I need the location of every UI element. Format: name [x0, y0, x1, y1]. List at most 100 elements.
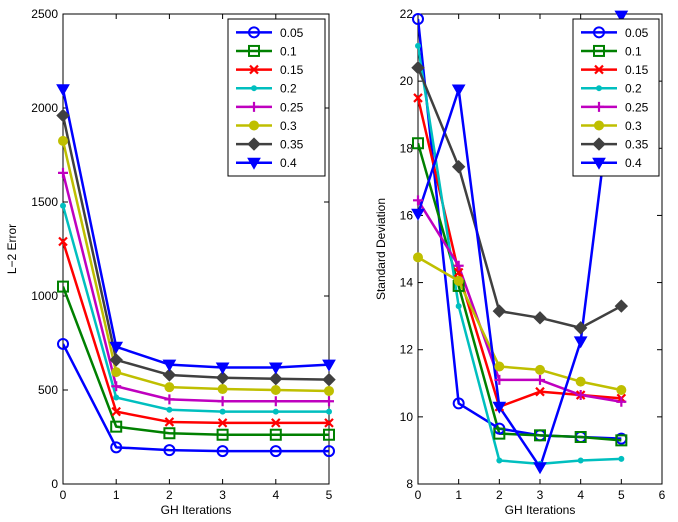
y-tick-label: 22: [400, 7, 414, 21]
data-point-0.3: [575, 376, 586, 387]
data-point-0.35: [411, 61, 425, 75]
data-point-0.35: [215, 371, 230, 385]
x-tick-label: 4: [272, 488, 279, 502]
legend-marker-0.2: [251, 85, 257, 92]
data-point-0.25: [324, 396, 334, 407]
data-point-0.35: [269, 372, 283, 386]
data-point-0.05: [452, 397, 465, 410]
data-point-0.05: [216, 445, 229, 458]
data-point-0.4: [268, 362, 283, 375]
legend-box: [572, 18, 660, 177]
data-point-0.35: [614, 299, 629, 313]
series-line-0.4: [63, 88, 329, 369]
x-tick-label: 6: [659, 488, 666, 502]
data-point-0.2: [60, 202, 66, 209]
data-point-0.15: [217, 418, 228, 428]
y-axis-label: L−2 Error: [5, 224, 19, 274]
legend-marker-0.15: [249, 64, 259, 75]
data-point-0.4: [614, 10, 629, 23]
data-point-0.05: [269, 445, 282, 458]
data-point-0.35: [533, 311, 547, 325]
data-point-0.1: [163, 427, 176, 440]
data-point-0.15: [324, 418, 334, 428]
x-tick-label: 2: [496, 488, 503, 502]
data-point-0.2: [455, 303, 462, 310]
data-point-0.1: [269, 428, 282, 441]
data-point-0.25: [453, 260, 464, 271]
data-point-0.15: [271, 418, 281, 428]
legend-label: 0.05: [280, 26, 304, 40]
data-point-0.2: [618, 455, 625, 462]
legend-label: 0.4: [625, 156, 642, 170]
legend-marker-0.1: [593, 44, 605, 57]
series-line-0.3: [63, 140, 329, 393]
data-point-0.4: [215, 362, 230, 375]
y-tick-label: 500: [38, 383, 58, 397]
data-point-0.05: [57, 337, 69, 350]
data-point-0.35: [492, 304, 507, 318]
x-tick-label: 5: [326, 488, 333, 502]
data-point-0.3: [58, 135, 68, 146]
data-point-0.25: [111, 381, 122, 392]
data-point-0.15: [58, 236, 68, 247]
data-point-0.05: [110, 441, 123, 454]
data-point-0.1: [323, 428, 335, 441]
x-tick-label: 3: [537, 488, 544, 502]
series-line-0.25: [63, 172, 329, 403]
data-point-0.15: [164, 417, 175, 427]
y-tick-label: 1000: [31, 289, 58, 303]
series-line-0.3: [418, 256, 622, 392]
data-point-0.2: [326, 408, 332, 415]
data-point-0.4: [451, 84, 466, 97]
legend-label: 0.4: [280, 156, 297, 170]
series-line-0.05: [63, 343, 329, 453]
data-point-0.15: [535, 386, 545, 397]
data-point-0.1: [412, 137, 424, 150]
series-line-0.1: [63, 286, 329, 436]
data-point-0.2: [577, 457, 584, 464]
legend-label: 0.35: [625, 138, 649, 152]
legend-marker-0.4: [592, 157, 606, 170]
data-point-0.05: [163, 444, 176, 457]
data-point-0.25: [535, 374, 545, 385]
data-point-0.3: [217, 384, 228, 395]
legend-marker-0.1: [248, 44, 260, 57]
x-tick-label: 5: [618, 488, 625, 502]
data-point-0.35: [322, 372, 336, 387]
series-line-0.2: [418, 45, 622, 466]
data-point-0.3: [413, 252, 423, 263]
data-point-0.4: [56, 84, 70, 97]
series-line-0.25: [418, 199, 622, 403]
series-line-0.35: [63, 115, 329, 381]
y-tick-label: 8: [406, 477, 413, 491]
data-point-0.3: [324, 385, 334, 396]
data-point-0.1: [534, 429, 546, 442]
x-tick-label: 1: [455, 488, 462, 502]
y-tick-label: 18: [400, 141, 414, 155]
data-point-0.2: [219, 408, 226, 415]
data-point-0.3: [616, 385, 627, 395]
data-point-0.1: [493, 427, 506, 440]
data-point-0.2: [415, 42, 421, 49]
data-point-0.35: [573, 321, 588, 335]
data-point-0.15: [453, 267, 464, 278]
series-line-0.4: [418, 15, 623, 469]
legend-marker-0.3: [594, 120, 604, 131]
legend-label: 0.1: [280, 44, 297, 58]
x-tick-label: 3: [219, 488, 226, 502]
y-tick-label: 1500: [31, 195, 58, 209]
y-tick-label: 16: [400, 208, 414, 222]
data-point-0.25: [164, 394, 175, 405]
data-point-0.3: [111, 367, 122, 378]
data-point-0.4: [533, 462, 547, 475]
legend-label: 0.15: [280, 63, 304, 77]
legend-label: 0.2: [625, 82, 642, 96]
data-point-0.2: [166, 406, 173, 413]
series-line-0.2: [63, 205, 329, 413]
data-point-0.4: [411, 208, 425, 221]
data-point-0.35: [109, 353, 123, 367]
legend-label: 0.2: [280, 82, 297, 96]
data-point-0.2: [113, 394, 120, 401]
data-point-0.25: [58, 167, 68, 178]
data-point-0.1: [615, 434, 628, 447]
